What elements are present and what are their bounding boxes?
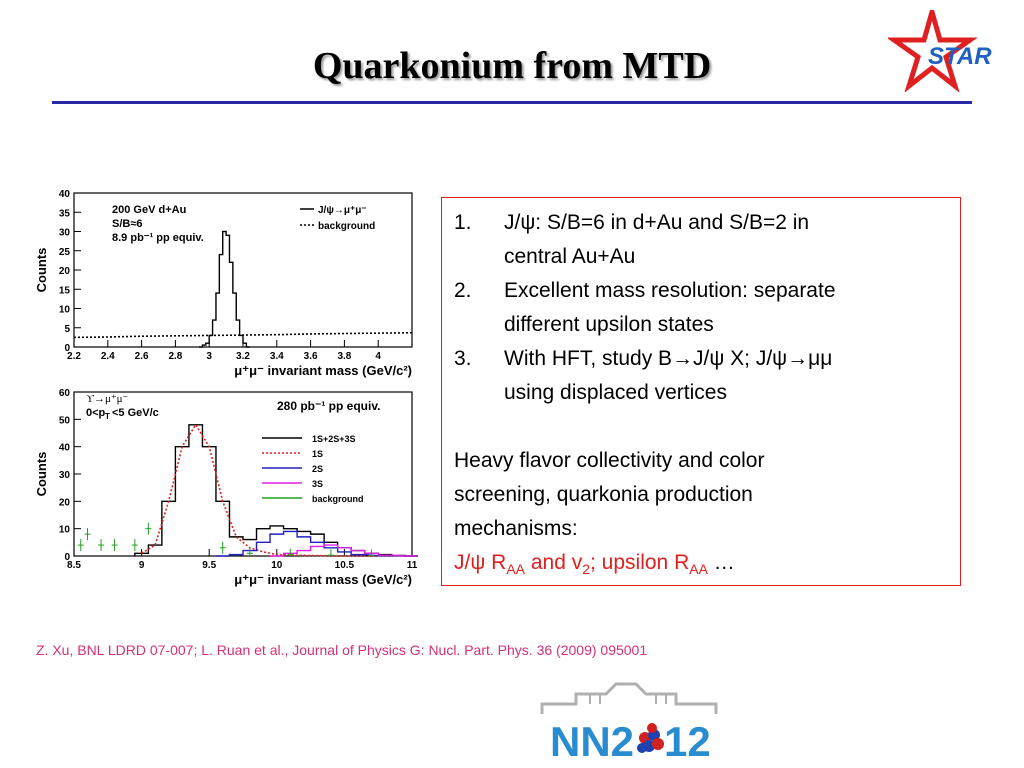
- x-tick-label: 3.6: [304, 351, 318, 362]
- x-tick-label: 4: [375, 351, 381, 362]
- y-tick-label: 0: [64, 552, 70, 563]
- legend-entry: background: [312, 494, 364, 504]
- red-highlight-line: J/ψ RAA and v2; upsilon RAA …: [454, 551, 735, 578]
- series-line: [270, 544, 418, 557]
- series-line: [215, 530, 418, 557]
- physics-paragraph: Heavy flavor collectivity and color scre…: [454, 449, 765, 578]
- y-tick-label: 20: [59, 497, 71, 508]
- y-tick-label: 0: [64, 343, 70, 354]
- x-tick-label: 2.8: [168, 351, 182, 362]
- upsilon-mass-plot: 8.5 9 9.5 10 10.5 11 0 10 20 30 40 50 60 Counts μ⁺μ⁻ i…: [34, 388, 418, 587]
- plot-frame: [73, 391, 413, 557]
- y-tick-label: 15: [59, 285, 71, 296]
- slide-title: Quarkonium from MTD: [312, 45, 712, 87]
- nucleus-icon: [637, 723, 664, 753]
- y-tick-label: 30: [59, 228, 71, 239]
- y-tick-label: 10: [59, 305, 71, 316]
- legend-entry: J/ψ→μ⁺μ⁻: [318, 205, 367, 216]
- x-tick-label: 10.5: [335, 560, 355, 571]
- x-axis-label: μ⁺μ⁻ invariant mass (GeV/c²): [234, 572, 412, 587]
- title-underline: [52, 101, 972, 104]
- star-shape-icon: [888, 10, 978, 92]
- legend-entry: 1S+2S+3S: [312, 434, 356, 444]
- x-tick-label: 10: [271, 560, 283, 571]
- y-tick-label: 60: [59, 388, 71, 399]
- x-tick-label: 8.5: [67, 560, 81, 571]
- list-item: 3. With HFT, study B→J/ψ X; J/ψ→μμ using d…: [454, 347, 833, 404]
- list-item: 2. Excellent mass resolution: separate dif…: [454, 279, 836, 336]
- nn2012-logo: NN2 12: [540, 682, 718, 764]
- y-tick-label: 50: [59, 415, 71, 426]
- annotation: 200 GeV d+Au: [112, 204, 186, 216]
- x-tick-label: 3: [206, 351, 212, 362]
- jpsi-mass-plot: 2.2 2.4 2.6 2.8 3 3.2 3.4 3.6 3.8 405101520253035…: [34, 189, 413, 378]
- annotation: S/B≈6: [112, 218, 143, 230]
- legend-entry: background: [318, 221, 375, 232]
- star-logo: STAR: [888, 10, 992, 92]
- reference-citation: Z. Xu, BNL LDRD 07-007; L. Ruan et al., …: [36, 642, 648, 658]
- x-tick-label: 2.6: [135, 351, 149, 362]
- y-tick-label: 40: [59, 443, 71, 454]
- annotation: 280 pb⁻¹ pp equiv.: [277, 399, 380, 413]
- y-axis-label: Counts: [34, 248, 49, 293]
- plot-frame: [73, 192, 413, 348]
- building-outline-icon: [540, 682, 718, 714]
- annotation: 8.9 pb⁻¹ pp equiv.: [112, 232, 204, 244]
- y-tick-label: 5: [64, 324, 70, 335]
- annotation: T: [105, 412, 110, 421]
- y-tick-label: 30: [59, 470, 71, 481]
- y-tick-label: 35: [59, 208, 71, 219]
- nn-logo-right-text: 12: [664, 718, 711, 764]
- y-tick-label: 20: [59, 266, 71, 277]
- annotation: 0<p: [86, 407, 106, 419]
- summary-textbox: 1. J/ψ: S/B=6 in d+Au and S/B=2 in central…: [441, 197, 961, 586]
- x-tick-label: 2.2: [67, 351, 81, 362]
- x-tick-label: 11: [407, 560, 418, 571]
- annotation: ϒ→μ⁺μ⁻: [86, 393, 129, 405]
- y-tick-label: 25: [59, 247, 71, 258]
- x-tick-label: 3.4: [270, 351, 284, 362]
- y-tick-label: 40: [59, 189, 71, 200]
- series-line: [73, 331, 413, 339]
- star-logo-text: STAR: [928, 43, 992, 70]
- x-tick-label: 9: [139, 560, 145, 571]
- x-tick-label: 2.4: [101, 351, 115, 362]
- legend-entry: 3S: [312, 479, 323, 489]
- x-tick-label: 9.5: [202, 560, 216, 571]
- legend-entry: 2S: [312, 464, 323, 474]
- list-item: 1. J/ψ: S/B=6 in d+Au and S/B=2 in central…: [454, 211, 810, 268]
- summary-list: 1. J/ψ: S/B=6 in d+Au and S/B=2 in central…: [454, 206, 954, 410]
- x-axis-label: μ⁺μ⁻ invariant mass (GeV/c²): [234, 363, 412, 378]
- annotation: <5 GeV/c: [112, 407, 159, 419]
- y-axis-label: Counts: [34, 452, 49, 497]
- series-line: [141, 423, 412, 557]
- legend-entry: 1S: [312, 449, 323, 459]
- y-tick-label: 10: [59, 525, 71, 536]
- series-line: [199, 230, 250, 348]
- x-tick-label: 3.8: [337, 351, 351, 362]
- nn-logo-left-text: NN2: [550, 718, 634, 764]
- x-tick-label: 3.2: [236, 351, 250, 362]
